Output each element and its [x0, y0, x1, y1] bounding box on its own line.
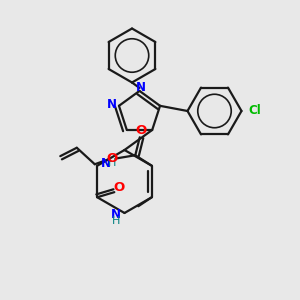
Text: N: N [107, 98, 117, 111]
Text: H: H [112, 216, 120, 226]
Text: N: N [100, 157, 111, 170]
Text: Cl: Cl [248, 104, 261, 118]
Text: H: H [108, 158, 116, 168]
Text: N: N [136, 81, 146, 94]
Text: O: O [113, 181, 125, 194]
Text: N: N [111, 208, 121, 221]
Text: O: O [106, 152, 118, 165]
Text: O: O [136, 124, 147, 137]
